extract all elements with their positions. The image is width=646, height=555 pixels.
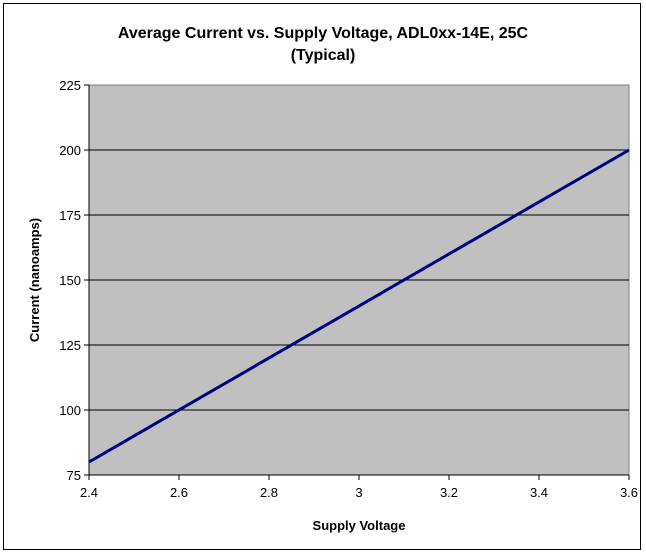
chart-svg: Average Current vs. Supply Voltage, ADL0… (27, 25, 638, 533)
series-group (88, 148, 630, 464)
y-tick-label: 125 (59, 338, 81, 353)
y-tick-label: 225 (59, 78, 81, 93)
y-axis-ticks: 75 100 125 150 175 200 225 (59, 78, 90, 483)
x-tick-label: 3.2 (440, 485, 458, 500)
x-tick-label: 3.4 (530, 485, 548, 500)
x-tick-label: 3 (355, 485, 362, 500)
chart-subtitle: (Typical) (291, 47, 356, 64)
y-tick-label: 100 (59, 403, 81, 418)
y-axis-label: Current (nanoamps) (27, 218, 42, 342)
chart-area: Average Current vs. Supply Voltage, ADL0… (3, 3, 641, 550)
x-tick-label: 3.6 (620, 485, 638, 500)
y-tick-label: 175 (59, 208, 81, 223)
chart-title: Average Current vs. Supply Voltage, ADL0… (118, 25, 529, 42)
series-line (88, 148, 630, 464)
x-axis-label: Supply Voltage (313, 518, 406, 533)
y-tick-label: 75 (67, 468, 81, 483)
x-tick-label: 2.8 (260, 485, 278, 500)
x-axis-ticks: 2.4 2.6 2.8 3 3.2 3.4 3.6 (80, 474, 638, 500)
y-tick-label: 150 (59, 273, 81, 288)
y-tick-label: 200 (59, 143, 81, 158)
x-tick-label: 2.4 (80, 485, 98, 500)
x-tick-label: 2.6 (170, 485, 188, 500)
